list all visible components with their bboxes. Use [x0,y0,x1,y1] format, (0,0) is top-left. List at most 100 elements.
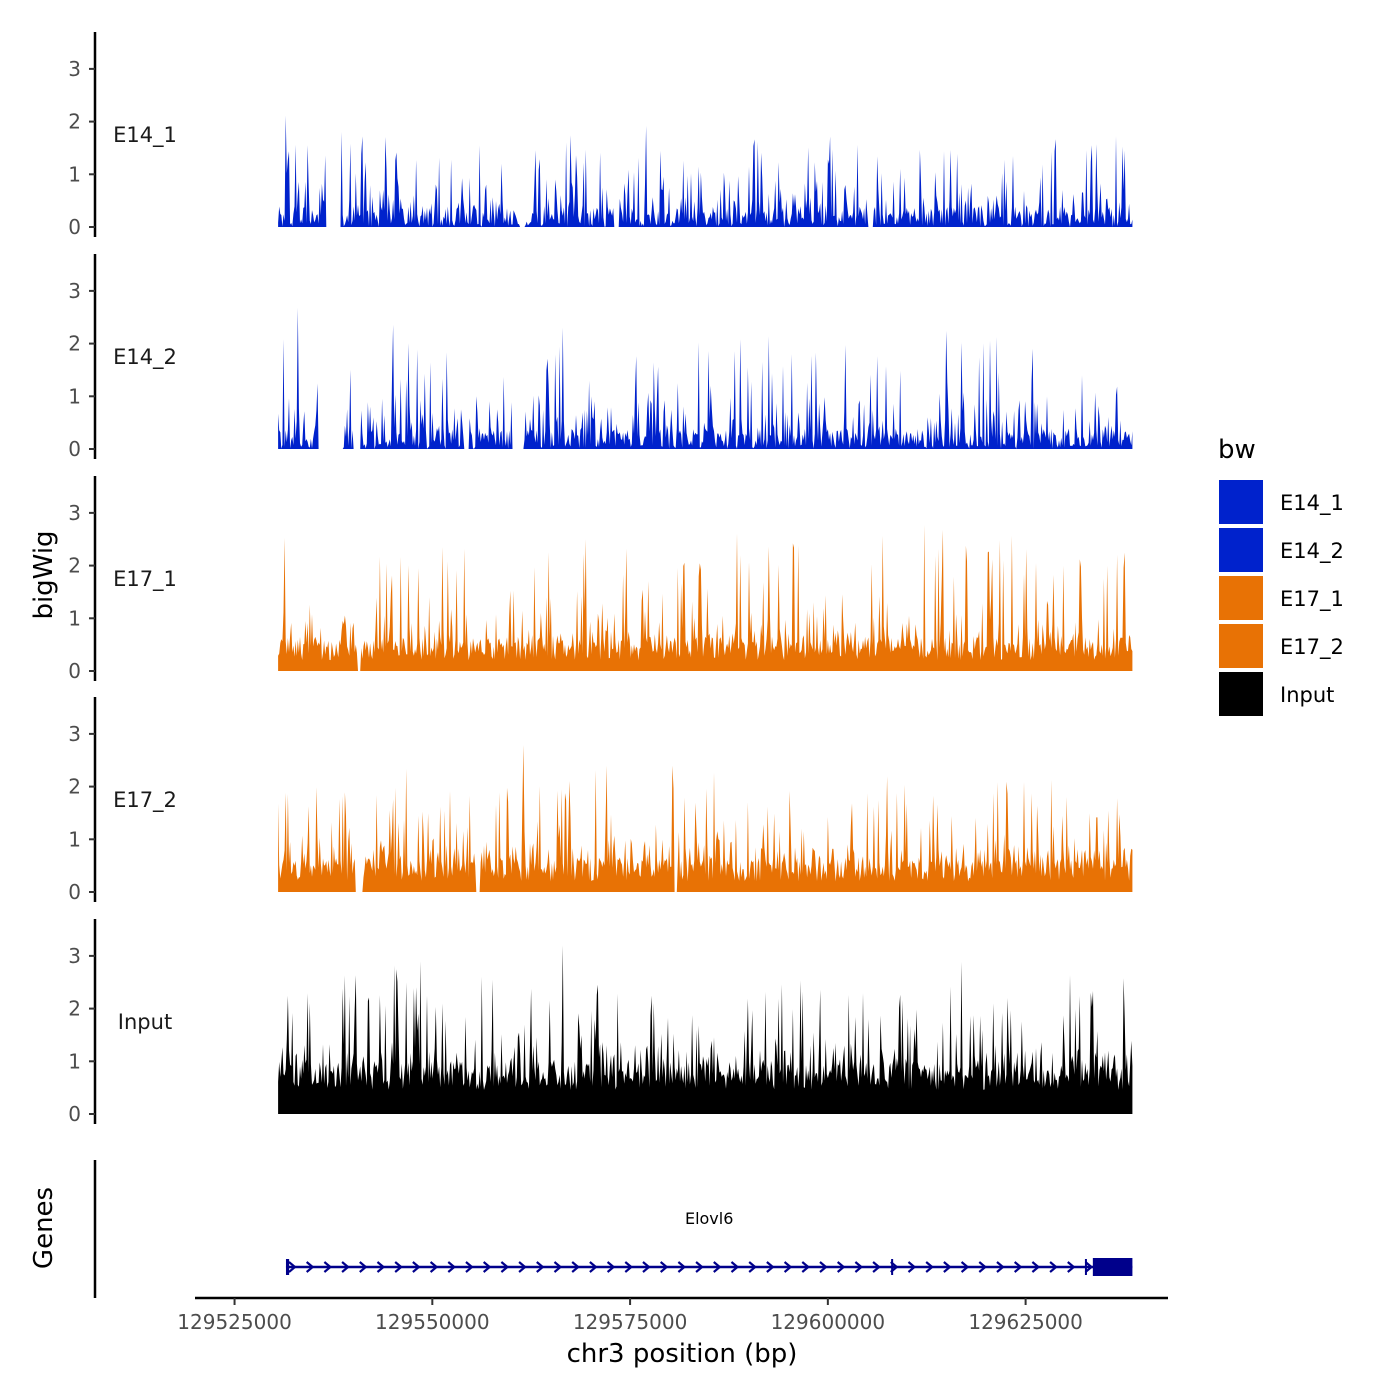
y-tick-label: 0 [68,215,81,239]
tracks: 0 1 2 3 E14_1 0 1 2 3 E14_2 0 1 2 3 E17_1 0 1 2 3 E17_2 0 1 2 3… [68,32,1133,1126]
track-input: 0 1 2 3 Input [68,919,1133,1126]
strand-arrow [341,1261,350,1273]
strand-arrow [695,1261,704,1273]
x-axis-title: chr3 position (bp) [567,1339,798,1369]
strand-arrow [394,1261,403,1273]
track-e14-1: 0 1 2 3 E14_1 [68,32,1133,239]
track-label: E14_2 [113,345,177,370]
genes-axis-title: Genes [29,1187,59,1269]
strand-arrow [713,1261,722,1273]
x-tick-label: 129525000 [177,1310,292,1334]
strand-arrow [819,1261,828,1273]
legend-key [1219,624,1263,668]
strand-arrow [766,1261,775,1273]
track-label: E17_1 [113,567,177,592]
y-tick-label: 0 [68,659,81,683]
strand-arrow [1031,1261,1041,1273]
legend-key [1219,528,1263,572]
legend-key [1219,672,1263,716]
y-tick-label: 2 [68,775,81,799]
strand-arrow [907,1261,917,1273]
legend-key [1219,576,1263,620]
y-tick-label: 2 [68,554,81,578]
strand-arrow [323,1261,333,1273]
strand-arrow [801,1261,810,1273]
legend: bw E14_1 E14_2 E17_1 E17_2 Input [1218,435,1344,716]
strand-arrow [624,1261,633,1273]
strand-arrow [429,1261,439,1273]
coverage-area [278,524,1133,671]
strand-arrow [589,1261,598,1273]
y-tick-label: 3 [68,57,81,81]
strand-arrow [359,1261,368,1273]
strand-arrow [677,1261,687,1273]
y-tick-label: 1 [68,827,81,851]
strand-arrow [482,1261,492,1273]
y-tick-label: 0 [68,880,81,904]
y-tick-label: 0 [68,1102,81,1126]
coverage-area [278,745,1133,892]
y-tick-label: 3 [68,722,81,746]
strand-arrow [536,1261,545,1273]
strand-arrow [996,1261,1005,1273]
strand-arrow [447,1261,456,1273]
y-tick-label: 2 [68,997,81,1021]
track-e17-1: 0 1 2 3 E17_1 [68,476,1133,683]
strand-arrow [748,1261,757,1273]
strand-arrow [1067,1261,1076,1273]
coverage-area [278,115,1133,227]
track-label: Input [118,1010,172,1034]
y-tick-label: 2 [68,110,81,134]
legend-label: E14_2 [1280,539,1344,564]
strand-arrow [854,1261,864,1273]
strand-arrow [571,1261,580,1273]
strand-arrow [730,1261,740,1273]
legend-title: bw [1218,435,1256,465]
y-tick-label: 0 [68,437,81,461]
track-e17-2: 0 1 2 3 E17_2 [68,697,1133,904]
y-tick-label: 1 [68,384,81,408]
strand-arrow [465,1261,474,1273]
x-tick-label: 129600000 [771,1310,886,1334]
legend-label: Input [1280,683,1334,707]
x-tick-label: 129550000 [375,1310,490,1334]
genes-panel: Elovl6 [93,1160,1133,1298]
strand-arrow [518,1261,527,1273]
strand-arrow [925,1261,934,1273]
strand-arrow [872,1261,881,1273]
exon [285,1259,290,1275]
track-label: E14_1 [113,123,177,148]
coverage-area [278,307,1133,449]
strand-arrow [783,1261,793,1273]
legend-key [1219,480,1263,524]
exon [1092,1258,1133,1276]
y-tick-label: 2 [68,332,81,356]
exon [891,1259,894,1275]
strand-arrow [500,1261,510,1273]
y-tick-label: 3 [68,279,81,303]
track-label: E17_2 [113,788,177,813]
strand-arrow [376,1261,386,1273]
strand-arrow [943,1261,952,1273]
strand-arrow [412,1261,421,1273]
legend-label: E14_1 [1280,491,1344,516]
legend-label: E17_2 [1280,635,1344,660]
y-axis-title: bigWig [29,530,59,619]
coverage-area [278,945,1133,1114]
strand-arrow [659,1261,669,1273]
strand-arrow [836,1261,846,1273]
strand-arrow [305,1261,315,1273]
strand-arrow [288,1261,297,1273]
track-e14-2: 0 1 2 3 E14_2 [68,254,1133,461]
exon [1084,1259,1087,1275]
strand-arrow [642,1261,651,1273]
legend-label: E17_1 [1280,587,1344,612]
strand-arrow [1013,1261,1023,1273]
x-tick-label: 129625000 [968,1310,1083,1334]
y-tick-label: 3 [68,501,81,525]
strand-arrow [1049,1261,1058,1273]
strand-arrow [1084,1261,1094,1273]
strand-arrow [978,1261,987,1273]
y-tick-label: 1 [68,606,81,630]
